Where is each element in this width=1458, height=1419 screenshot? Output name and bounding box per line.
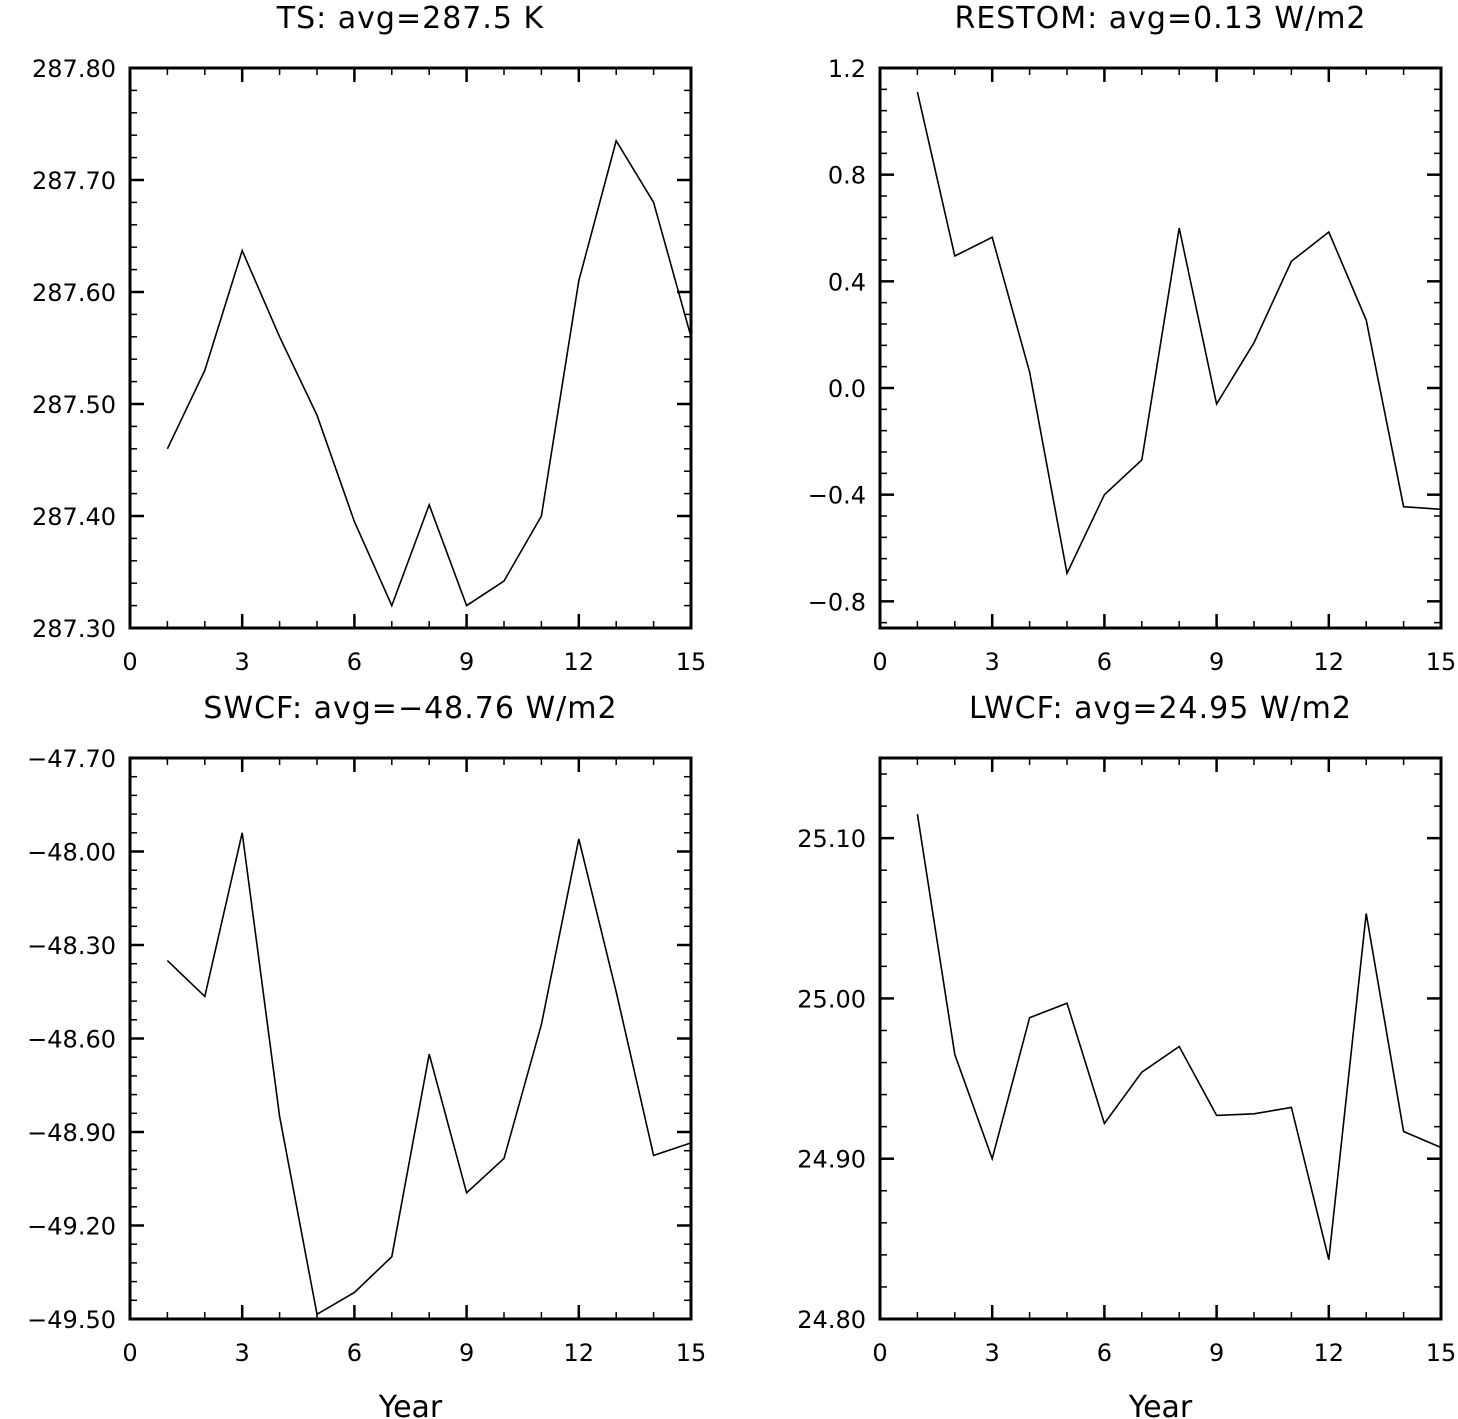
x-tick-label: 9 bbox=[1209, 648, 1224, 676]
x-tick-label: 3 bbox=[985, 648, 1000, 676]
series-line-restom bbox=[916, 91, 1442, 576]
y-tick-label: −47.70 bbox=[27, 745, 116, 773]
plot-frame bbox=[128, 66, 693, 630]
x-axis-label: Year bbox=[378, 1390, 443, 1419]
x-tick-label: 12 bbox=[1314, 1339, 1345, 1367]
y-tick-label: −48.60 bbox=[27, 1026, 116, 1054]
x-tick-label: 0 bbox=[122, 648, 137, 676]
y-tick-label: −0.8 bbox=[808, 588, 866, 616]
x-tick-label: 6 bbox=[1097, 648, 1112, 676]
x-tick-label: 0 bbox=[872, 648, 887, 676]
plot-frame bbox=[878, 66, 1443, 630]
y-tick-label: 287.40 bbox=[32, 503, 116, 531]
y-tick-label: −48.00 bbox=[27, 839, 116, 867]
x-axis-label: Year bbox=[1128, 1390, 1193, 1419]
y-tick-label: 287.70 bbox=[32, 167, 116, 195]
x-tick-label: 9 bbox=[1209, 1339, 1224, 1367]
panel-swcf: SWCF: avg=−48.76 W/m2 0 3 6 9 12 15 −49.50 −49.2… bbox=[27, 691, 706, 1419]
x-tick-label: 0 bbox=[122, 1339, 137, 1367]
y-tick-label: 0.8 bbox=[828, 162, 866, 190]
x-tick-label: 6 bbox=[347, 1339, 362, 1367]
x-tick-label: 3 bbox=[235, 1339, 250, 1367]
series-line-ts bbox=[166, 138, 692, 608]
x-tick-label: 3 bbox=[985, 1339, 1000, 1367]
x-tick-label: 6 bbox=[347, 648, 362, 676]
panel-restom: RESTOM: avg=0.13 W/m2 0 3 6 9 12 15 −0.8 −0.4 0.0… bbox=[808, 1, 1457, 676]
y-tick-label: 287.60 bbox=[32, 279, 116, 307]
y-tick-label: 25.00 bbox=[797, 985, 866, 1013]
x-tick-label: 12 bbox=[564, 1339, 595, 1367]
y-tick-label: 25.10 bbox=[797, 825, 866, 853]
y-tick-label: −48.30 bbox=[27, 932, 116, 960]
panel-lwcf: LWCF: avg=24.95 W/m2 0 3 6 9 12 15 24.80 24.90 25… bbox=[797, 691, 1456, 1419]
plot-frame bbox=[128, 756, 693, 1321]
y-tick-label: 0.4 bbox=[828, 268, 866, 296]
x-tick-label: 15 bbox=[676, 1339, 707, 1367]
panel-title-lwcf: LWCF: avg=24.95 W/m2 bbox=[969, 691, 1352, 726]
x-tick-label: 15 bbox=[676, 648, 707, 676]
series-line-swcf bbox=[166, 832, 692, 1316]
x-tick-label: 15 bbox=[1426, 1339, 1457, 1367]
y-tick-label: 287.50 bbox=[32, 391, 116, 419]
panel-title-ts: TS: avg=287.5 K bbox=[276, 1, 545, 36]
y-tick-label: −48.90 bbox=[27, 1119, 116, 1147]
x-tick-label: 9 bbox=[459, 648, 474, 676]
y-tick-label: 0.0 bbox=[828, 375, 866, 403]
x-tick-label: 6 bbox=[1097, 1339, 1112, 1367]
x-tick-label: 12 bbox=[564, 648, 595, 676]
y-tick-label: 287.80 bbox=[32, 55, 116, 83]
x-tick-label: 15 bbox=[1426, 648, 1457, 676]
panel-title-swcf: SWCF: avg=−48.76 W/m2 bbox=[203, 691, 617, 726]
y-tick-label: 1.2 bbox=[828, 55, 866, 83]
x-tick-label: 9 bbox=[459, 1339, 474, 1367]
plot-frame bbox=[878, 756, 1443, 1321]
x-tick-label: 3 bbox=[235, 648, 250, 676]
y-tick-label: −0.4 bbox=[808, 482, 866, 510]
series-line-lwcf bbox=[916, 813, 1442, 1260]
y-tick-label: 287.30 bbox=[32, 615, 116, 643]
x-tick-label: 12 bbox=[1314, 648, 1345, 676]
panel-title-restom: RESTOM: avg=0.13 W/m2 bbox=[954, 1, 1366, 36]
y-tick-label: 24.90 bbox=[797, 1146, 866, 1174]
y-tick-label: −49.20 bbox=[27, 1213, 116, 1241]
x-tick-label: 0 bbox=[872, 1339, 887, 1367]
y-tick-label: −49.50 bbox=[27, 1306, 116, 1334]
y-tick-label: 24.80 bbox=[797, 1306, 866, 1334]
panel-ts: TS: avg=287.5 K 0 3 6 9 12 15 287.30 287.40 287.5… bbox=[32, 1, 706, 676]
